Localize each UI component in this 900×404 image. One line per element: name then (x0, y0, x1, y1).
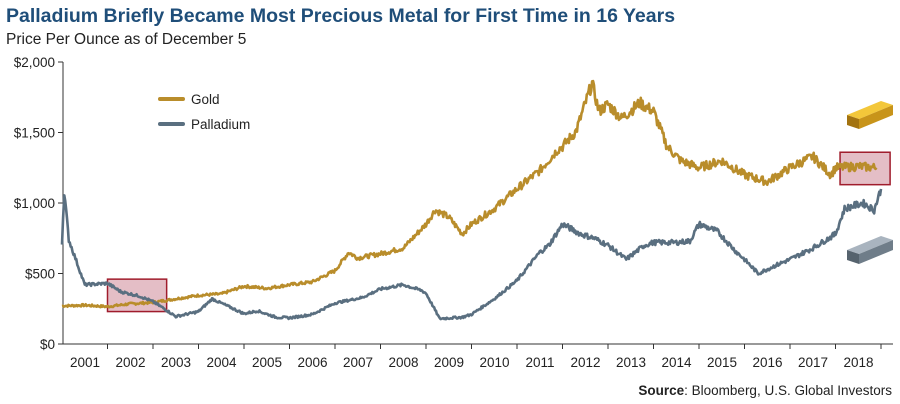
chart-subtitle: Price Per Ounce as of December 5 (6, 31, 247, 48)
x-tick-label: 2010 (479, 355, 509, 370)
legend-label-gold: Gold (191, 92, 220, 107)
x-tick-label: 2002 (115, 355, 145, 370)
x-tick-label: 2004 (206, 355, 237, 370)
x-tick-label: 2011 (525, 355, 554, 370)
legend: Gold Palladium (158, 92, 250, 132)
source-text: : Bloomberg, U.S. Global Investors (684, 383, 892, 398)
series-lines (60, 79, 883, 321)
x-tick-label: 2005 (252, 355, 282, 370)
x-tick-label: 2014 (661, 355, 692, 370)
x-tick-label: 2001 (70, 355, 100, 370)
x-tick-label: 2018 (843, 355, 873, 370)
gold-bar-icon (847, 101, 893, 129)
x-tick-label: 2006 (297, 355, 327, 370)
y-tick-label: $0 (40, 337, 55, 352)
y-tick-label: $500 (25, 267, 55, 282)
palladium-bar-icon (847, 236, 893, 264)
x-tick-label: 2003 (161, 355, 191, 370)
legend-label-palladium: Palladium (191, 117, 250, 132)
source-label: Source (638, 383, 685, 398)
series-line-palladium (60, 188, 883, 321)
x-tick-label: 2009 (434, 355, 464, 370)
chart-title: Palladium Briefly Became Most Precious M… (6, 5, 676, 27)
y-tick-label: $2,000 (14, 55, 55, 70)
x-tick-label: 2017 (798, 355, 828, 370)
x-tick-label: 2015 (707, 355, 737, 370)
source-note: Source: Bloomberg, U.S. Global Investors (638, 383, 892, 398)
x-tick-label: 2012 (570, 355, 600, 370)
y-tick-label: $1,500 (14, 126, 55, 141)
x-tick-label: 2007 (343, 355, 373, 370)
x-tick-label: 2008 (388, 355, 418, 370)
series-line-gold (61, 79, 878, 309)
y-tick-label: $1,000 (14, 196, 55, 211)
x-tick-label: 2013 (616, 355, 646, 370)
plot-grid: $0 $500 $1,000 $1,500 $2,000 2001 2002 2003 2004… (14, 55, 893, 370)
x-tick-label: 2016 (752, 355, 782, 370)
icons (847, 101, 893, 264)
